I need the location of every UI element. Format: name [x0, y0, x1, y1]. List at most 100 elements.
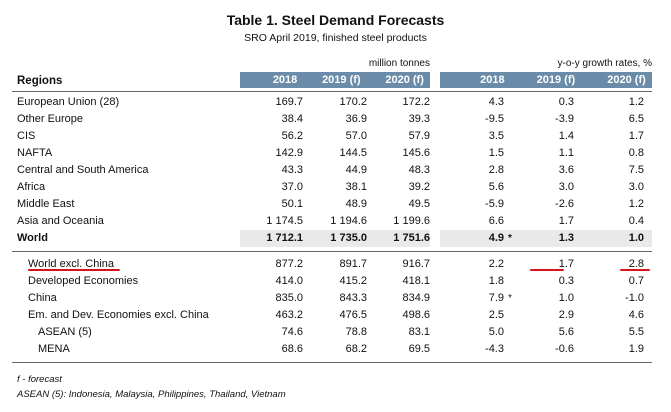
table-row: World excl. China 877.2 891.7 916.7 2.2 1.7 2.… [0, 256, 671, 273]
region-name: Middle East [17, 198, 75, 210]
footnote-forecast: f - forecast [17, 374, 62, 385]
volume-cell: 418.1 [402, 275, 430, 287]
volume-cell: 1 712.1 [266, 232, 303, 244]
volume-cell: 834.9 [402, 292, 430, 304]
table-row: Middle East 50.1 48.9 49.5 -5.9 -2.6 1.2 [0, 196, 671, 213]
world-rule [12, 251, 652, 252]
volume-cell: 415.2 [339, 275, 367, 287]
growth-cell: 1.8 [488, 275, 504, 287]
growth-cell: 4.6 [628, 309, 644, 321]
table-row: Africa 37.0 38.1 39.2 5.6 3.0 3.0 [0, 179, 671, 196]
growth-cell: 7.5 [628, 164, 644, 176]
table-row: CIS 56.2 57.0 57.9 3.5 1.4 1.7 [0, 128, 671, 145]
header-bar-volume: 2018 2019 (f) 2020 (f) [240, 72, 430, 88]
growth-cell: 0.3 [558, 96, 574, 108]
volume-cell: 69.5 [408, 343, 430, 355]
header-col-2018: 2018 [272, 74, 298, 86]
volume-cell: 56.2 [281, 130, 303, 142]
growth-cell: 1.0 [628, 232, 644, 244]
volume-cell: 170.2 [339, 96, 367, 108]
growth-cell: 2.5 [488, 309, 504, 321]
volume-cell: 43.3 [281, 164, 303, 176]
region-name: World excl. China [28, 258, 114, 270]
growth-cell: 0.8 [628, 147, 644, 159]
growth-cell: 2.9 [558, 309, 574, 321]
region-name: ASEAN (5) [38, 326, 92, 338]
annotation-underline-growth-2019 [530, 269, 564, 271]
volume-cell: 50.1 [281, 198, 303, 210]
volume-cell: 463.2 [275, 309, 303, 321]
volume-cell: 1 735.0 [330, 232, 367, 244]
row-shade [240, 230, 430, 247]
table-row: China 835.0 843.3 834.9 7.9 1.0 -1.0 * [0, 290, 671, 307]
header-col-2020: 2020 (f) [385, 74, 424, 86]
header-rule [12, 91, 652, 92]
regions-header: Regions [17, 75, 63, 87]
growth-cell: 4.9 [488, 232, 504, 244]
growth-cell: 1.9 [628, 343, 644, 355]
region-name: CIS [17, 130, 36, 142]
growth-cell: 2.2 [488, 258, 504, 270]
header-growth-2018: 2018 [480, 74, 505, 86]
bottom-rule [12, 362, 652, 363]
table-row: Developed Economies 414.0 415.2 418.1 1.8 0.3… [0, 273, 671, 290]
growth-cell: 1.5 [488, 147, 504, 159]
volume-cell: 1 194.6 [330, 215, 367, 227]
volume-cell: 48.9 [345, 198, 367, 210]
growth-cell: 5.6 [558, 326, 574, 338]
growth-cell: -0.6 [555, 343, 574, 355]
header-bar-growth: 2018 2019 (f) 2020 (f) [440, 72, 652, 88]
growth-cell: 2.8 [488, 164, 504, 176]
growth-cell: 1.2 [628, 198, 644, 210]
growth-cell: 5.5 [628, 326, 644, 338]
row-shade [440, 230, 652, 247]
growth-cell: 4.3 [488, 96, 504, 108]
volume-cell: 843.3 [339, 292, 367, 304]
growth-cell: 5.6 [488, 181, 504, 193]
growth-cell: 3.5 [488, 130, 504, 142]
volume-cell: 39.3 [408, 113, 430, 125]
table-row: Asia and Oceania 1 174.5 1 194.6 1 199.6 6.6… [0, 213, 671, 230]
table-row: Other Europe 38.4 36.9 39.3 -9.5 -3.9 6.5 [0, 111, 671, 128]
volume-cell: 57.0 [345, 130, 367, 142]
table-row: World 1 712.1 1 735.0 1 751.6 4.9 1.3 1.0 * [0, 230, 671, 247]
volume-cell: 38.4 [281, 113, 303, 125]
volume-cell: 169.7 [275, 96, 303, 108]
growth-cell: 1.7 [628, 130, 644, 142]
volume-cell: 835.0 [275, 292, 303, 304]
table-title: Table 1. Steel Demand Forecasts [226, 12, 445, 28]
volume-cell: 891.7 [339, 258, 367, 270]
growth-cell: -2.6 [555, 198, 574, 210]
volume-cell: 48.3 [408, 164, 430, 176]
volume-cell: 1 751.6 [393, 232, 430, 244]
volume-cell: 145.6 [402, 147, 430, 159]
table-row: Em. and Dev. Economies excl. China 463.2 4… [0, 307, 671, 324]
growth-cell: 2.8 [628, 258, 644, 270]
footnote-asean: ASEAN (5): Indonesia, Malaysia, Philippi… [17, 389, 286, 400]
growth-cell: 3.6 [558, 164, 574, 176]
footnote-star: * [508, 233, 512, 244]
volume-cell: 39.2 [408, 181, 430, 193]
region-name: Asia and Oceania [17, 215, 104, 227]
region-name: Central and South America [17, 164, 149, 176]
growth-cell: 1.4 [558, 130, 574, 142]
growth-cell: 1.0 [558, 292, 574, 304]
annotation-underline-growth-2020 [620, 269, 650, 271]
volume-cell: 172.2 [402, 96, 430, 108]
table-row: NAFTA 142.9 144.5 145.6 1.5 1.1 0.8 [0, 145, 671, 162]
table-row: Central and South America 43.3 44.9 48.3 2.8… [0, 162, 671, 179]
volume-cell: 877.2 [275, 258, 303, 270]
region-name: NAFTA [17, 147, 53, 159]
volume-cell: 68.6 [281, 343, 303, 355]
annotation-underline-name [28, 269, 120, 271]
growth-cell: 3.0 [628, 181, 644, 193]
volume-cell: 83.1 [408, 326, 430, 338]
growth-cell: -3.9 [555, 113, 574, 125]
header-growth-2019: 2019 (f) [536, 74, 576, 86]
volume-cell: 57.9 [408, 130, 430, 142]
growth-cell: 1.2 [628, 96, 644, 108]
volume-cell: 498.6 [402, 309, 430, 321]
header-col-2019: 2019 (f) [322, 74, 361, 86]
growth-cell: -4.3 [485, 343, 504, 355]
table-row: MENA 68.6 68.2 69.5 -4.3 -0.6 1.9 [0, 341, 671, 358]
